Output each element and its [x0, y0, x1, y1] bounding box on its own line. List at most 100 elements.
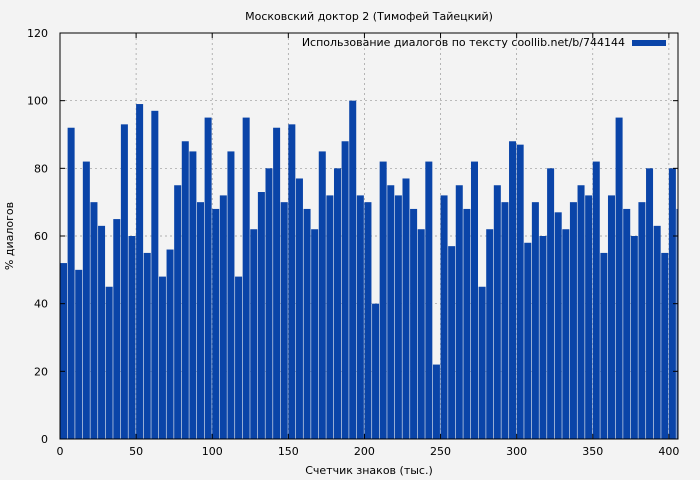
bar	[676, 208, 678, 439]
y-axis-ticks: 0 20 40 60 80 100 120	[27, 27, 678, 446]
x-tick-label: 300	[506, 445, 527, 458]
bar	[143, 252, 151, 439]
bar	[189, 151, 197, 439]
x-tick-label: 200	[354, 445, 375, 458]
y-tick-label: 40	[34, 298, 48, 311]
bar	[524, 242, 532, 439]
bar	[486, 229, 494, 439]
bar	[158, 276, 166, 439]
bar	[440, 195, 448, 439]
bar	[120, 124, 128, 439]
bar	[425, 161, 433, 440]
bar	[455, 185, 463, 439]
x-axis-title: Счетчик знаков (тыс.)	[305, 464, 433, 477]
bar	[265, 168, 273, 440]
y-tick-label: 120	[27, 27, 48, 40]
bar	[303, 208, 311, 439]
bar-series	[60, 100, 678, 440]
bar	[509, 141, 517, 439]
bar	[463, 208, 471, 439]
bar	[607, 195, 615, 439]
bar	[364, 202, 372, 439]
y-tick-label: 0	[41, 433, 48, 446]
bar	[653, 225, 661, 439]
bar	[356, 195, 364, 439]
bar	[615, 117, 623, 439]
bar	[212, 208, 220, 439]
bar	[623, 208, 631, 439]
bar	[569, 202, 577, 439]
bar	[219, 195, 227, 439]
y-tick-label: 60	[34, 230, 48, 243]
x-axis-ticks: 0 50 100 150 200 250 300 350 400	[57, 33, 679, 458]
bar	[333, 168, 342, 440]
bar	[67, 127, 75, 439]
bar	[562, 229, 570, 439]
bar	[531, 202, 539, 439]
bar	[410, 208, 418, 439]
bar	[196, 202, 205, 439]
bar	[257, 192, 265, 439]
bar	[478, 286, 486, 439]
bar	[295, 178, 303, 439]
bar	[60, 263, 68, 439]
bar	[341, 141, 349, 439]
x-tick-label: 250	[430, 445, 451, 458]
legend-label: Использование диалогов по тексту coollib…	[302, 36, 625, 49]
y-tick-label: 20	[34, 365, 48, 378]
bar	[600, 252, 608, 439]
x-tick-label: 350	[582, 445, 603, 458]
bar	[432, 364, 440, 439]
bar	[105, 286, 113, 439]
bar	[516, 144, 524, 439]
legend-swatch	[632, 40, 666, 46]
bar	[577, 185, 585, 439]
bar	[90, 202, 98, 439]
bar	[668, 168, 676, 440]
bar	[288, 124, 296, 439]
bar	[128, 236, 136, 439]
bar	[592, 161, 600, 440]
bar	[318, 151, 326, 439]
bar	[311, 229, 319, 439]
bar	[394, 195, 402, 439]
bar	[646, 168, 654, 440]
bar	[547, 168, 555, 440]
bar	[448, 246, 456, 439]
bar	[174, 185, 182, 439]
bar	[273, 127, 281, 439]
x-tick-label: 400	[658, 445, 679, 458]
bar	[349, 100, 357, 440]
bar	[326, 195, 334, 439]
y-tick-label: 80	[34, 162, 48, 175]
bar	[638, 202, 646, 439]
bar	[470, 161, 478, 440]
bar	[280, 202, 288, 439]
bar	[630, 236, 638, 439]
bar	[98, 225, 106, 439]
bar	[136, 104, 144, 440]
bar	[554, 212, 562, 439]
y-axis-title: % диалогов	[3, 202, 16, 270]
bar	[151, 110, 159, 440]
bar	[387, 185, 395, 439]
bar	[539, 236, 547, 439]
legend: Использование диалогов по тексту coollib…	[302, 36, 666, 49]
bar	[372, 303, 380, 439]
bar	[402, 178, 410, 439]
bar	[585, 195, 593, 439]
bar	[493, 185, 501, 439]
bar	[661, 252, 669, 439]
bar	[242, 117, 250, 439]
y-tick-label: 100	[27, 95, 48, 108]
chart-title: Московский доктор 2 (Тимофей Тайецкий)	[245, 10, 493, 23]
bar	[82, 161, 90, 440]
x-tick-label: 150	[278, 445, 299, 458]
bar	[166, 249, 174, 439]
bar	[204, 117, 212, 439]
bar	[417, 229, 425, 439]
x-tick-label: 50	[129, 445, 143, 458]
bar	[113, 219, 121, 439]
x-tick-label: 0	[57, 445, 64, 458]
